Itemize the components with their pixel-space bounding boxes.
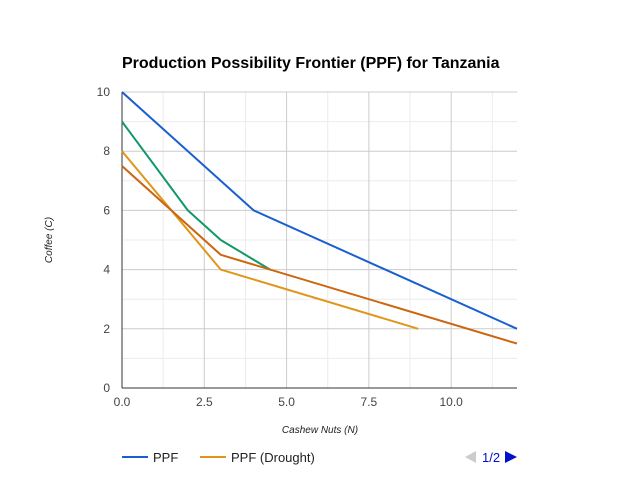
x-tick-label: 5.0 bbox=[278, 395, 295, 409]
x-tick-label: 10.0 bbox=[439, 395, 463, 409]
x-tick-label: 2.5 bbox=[196, 395, 213, 409]
axis-baseline bbox=[121, 92, 517, 389]
y-tick-label: 6 bbox=[103, 203, 110, 217]
y-axis-label: Coffee (C) bbox=[44, 217, 55, 263]
y-tick-label: 0 bbox=[103, 381, 110, 395]
y-tick-label: 4 bbox=[103, 263, 110, 277]
series-line-1 bbox=[121, 91, 518, 330]
x-axis-label: Cashew Nuts (N) bbox=[282, 425, 358, 436]
legend-pager: 1/2 bbox=[465, 450, 517, 465]
series-line-3 bbox=[121, 150, 419, 330]
legend-label-1: PPF bbox=[153, 450, 178, 465]
chart-title: Production Possibility Frontier (PPF) fo… bbox=[122, 55, 500, 72]
y-tick-label: 2 bbox=[103, 322, 110, 336]
pager-prev-icon[interactable] bbox=[465, 451, 476, 463]
x-tick-label: 7.5 bbox=[361, 395, 378, 409]
x-tick-label: 0.0 bbox=[114, 395, 131, 409]
series-line-2 bbox=[121, 121, 271, 271]
y-tick-label: 8 bbox=[103, 144, 110, 158]
y-tick-labels: 0 2 4 6 8 10 bbox=[97, 85, 111, 395]
series-layer bbox=[121, 91, 518, 345]
legend: PPF PPF (Drought) bbox=[122, 450, 315, 465]
y-tick-label: 10 bbox=[97, 85, 111, 99]
pager-label: 1/2 bbox=[482, 450, 500, 465]
minor-grid bbox=[122, 92, 517, 388]
major-grid bbox=[122, 91, 517, 388]
pager-next-icon[interactable] bbox=[505, 451, 517, 463]
series-line-4 bbox=[121, 165, 518, 345]
x-tick-labels: 0.0 2.5 5.0 7.5 10.0 bbox=[114, 395, 464, 409]
legend-label-2: PPF (Drought) bbox=[231, 450, 315, 465]
